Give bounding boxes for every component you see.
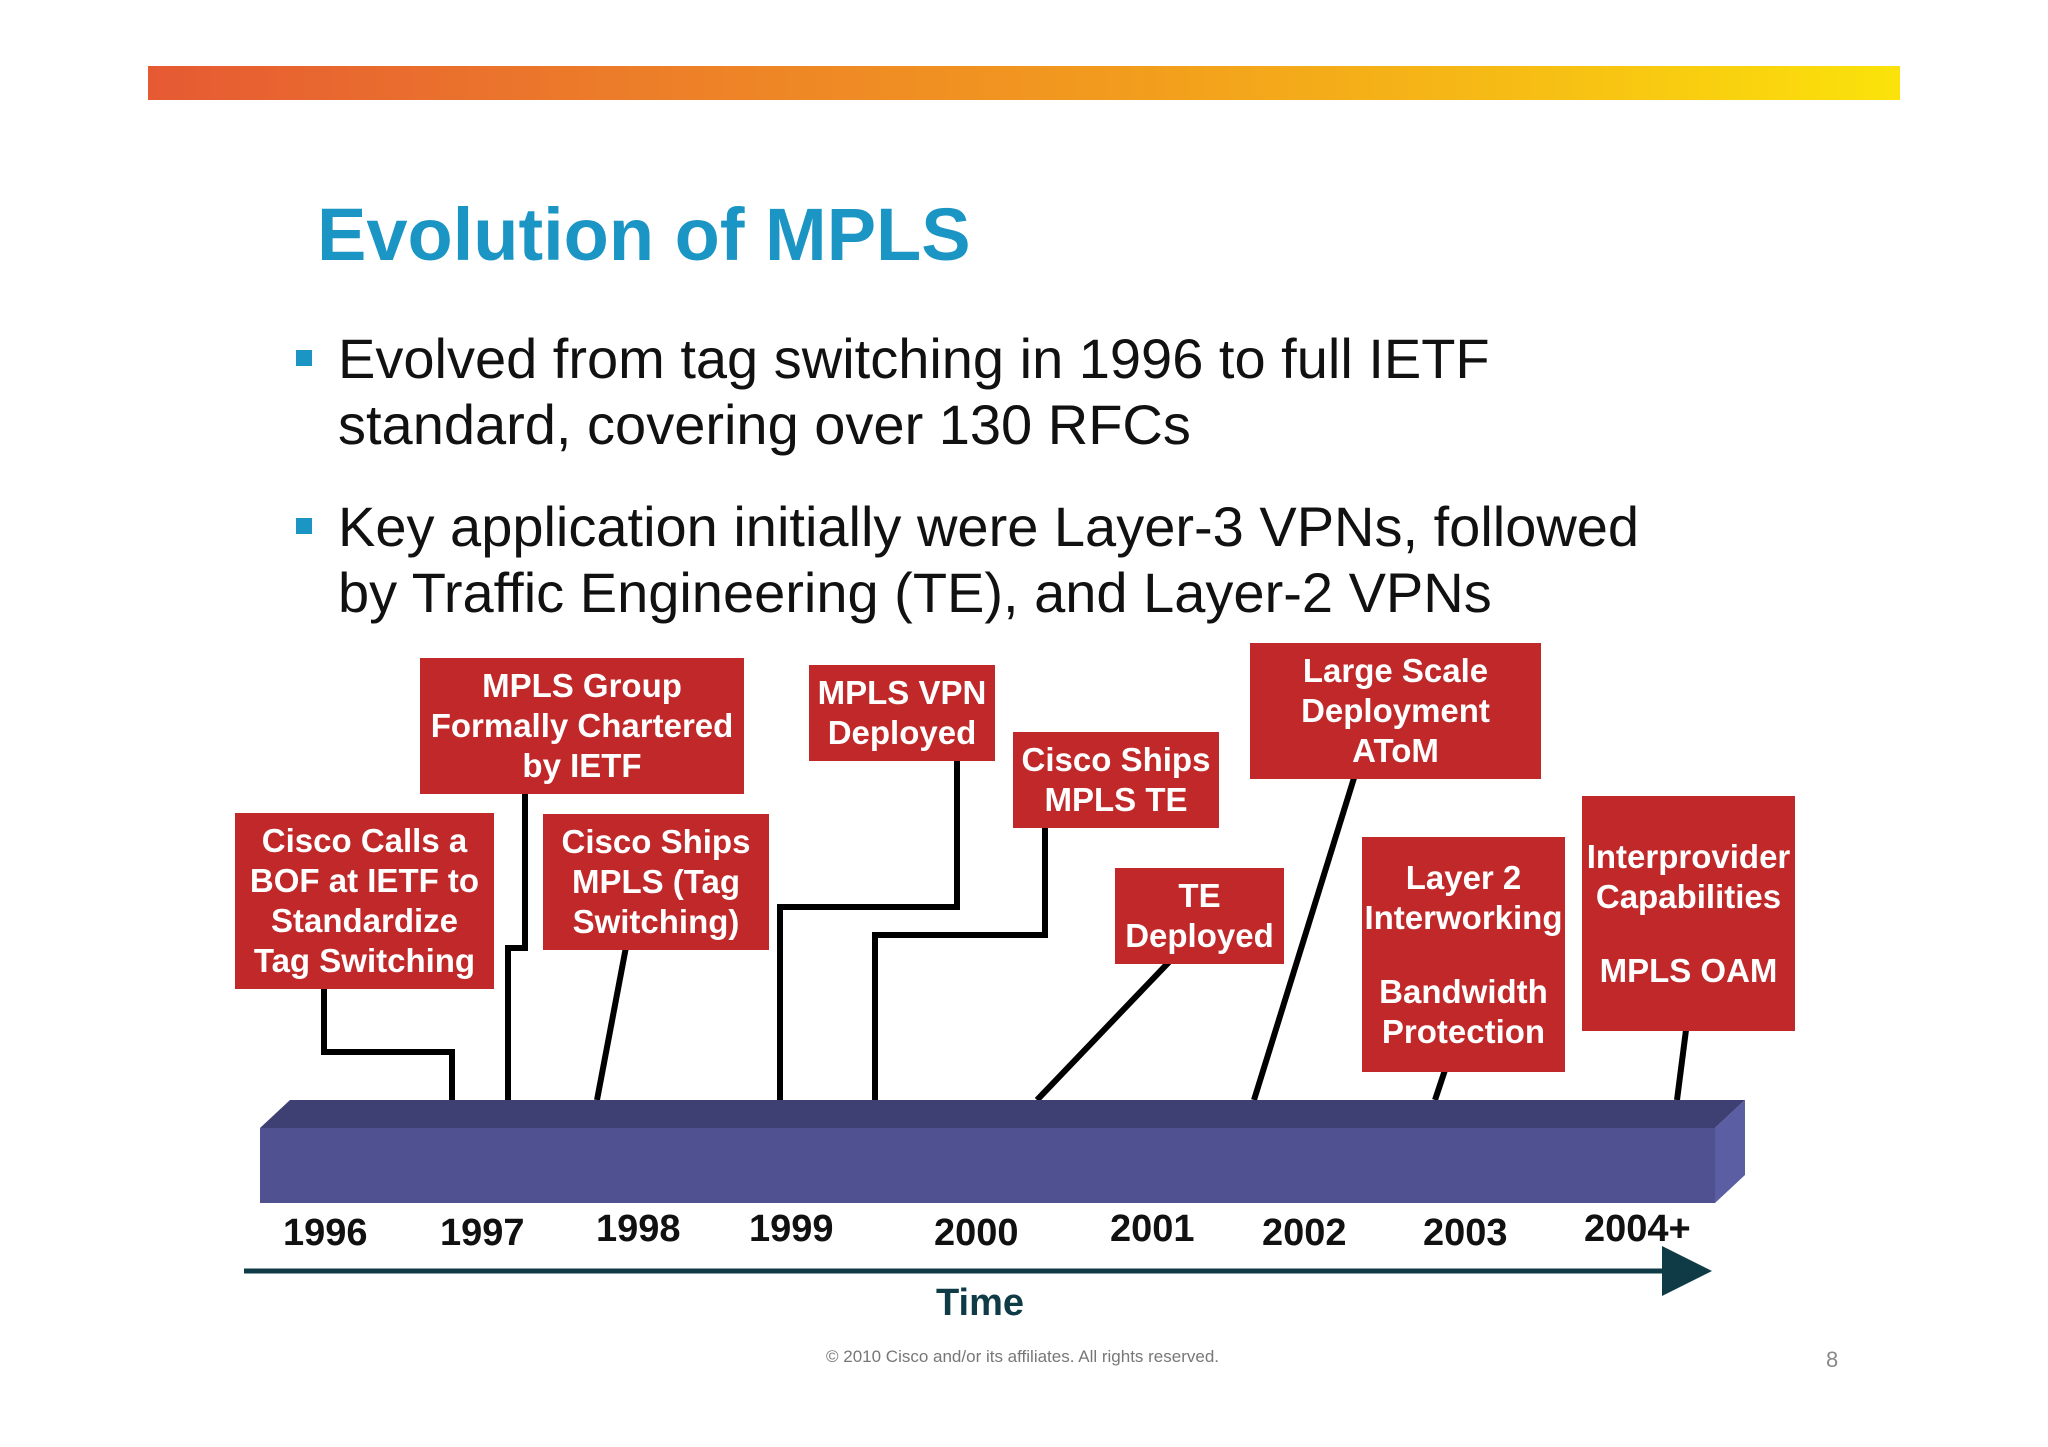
connector-line	[1251, 777, 1357, 1101]
slide-title: Evolution of MPLS	[317, 193, 971, 276]
event-line: Large Scale	[1302, 652, 1489, 689]
event-line: Formally Chartered	[430, 707, 734, 744]
timeline-bar-top	[260, 1100, 1745, 1128]
event-box: Interprovider Capabilities MPLS OAM	[1582, 796, 1795, 1031]
year-label: 2000	[934, 1212, 1019, 1254]
event-line: MPLS (Tag	[571, 863, 741, 900]
year-label: 1997	[440, 1212, 525, 1254]
event-line: Cisco Ships	[561, 823, 751, 860]
event-line: MPLS VPN	[817, 674, 987, 711]
event-line: Bandwidth	[1379, 972, 1548, 1010]
bullet-line: by Traffic Engineering (TE), and Layer-2…	[338, 561, 1492, 624]
event-box: MPLS VPN Deployed	[809, 665, 995, 761]
bullet-line: Evolved from tag switching in 1996 to fu…	[338, 327, 1490, 390]
event-line: MPLS OAM	[1599, 951, 1778, 989]
event-line: Switching)	[572, 903, 740, 940]
event-line: AToM	[1352, 732, 1439, 769]
bullet-square-icon	[296, 518, 312, 534]
event-line: Capabilities	[1595, 877, 1782, 915]
event-line: BOF at IETF to	[249, 862, 480, 899]
header-gradient-bar	[148, 66, 1900, 100]
event-line: Cisco Calls a	[261, 822, 468, 859]
connector-line	[594, 946, 629, 1101]
year-label: 1999	[749, 1208, 834, 1250]
event-box: Cisco Calls a BOF at IETF to Standardize Ta…	[235, 813, 494, 989]
year-label: 2003	[1423, 1212, 1508, 1254]
event-line: Interworking	[1364, 898, 1563, 936]
connector-line	[1432, 1069, 1448, 1101]
year-label: 2002	[1262, 1212, 1347, 1254]
event-line: Standardize	[270, 902, 459, 939]
event-line: MPLS TE	[1044, 781, 1188, 818]
year-label: 2001	[1110, 1208, 1195, 1250]
bullet-line: standard, covering over 130 RFCs	[338, 393, 1191, 456]
page-number: 8	[1826, 1347, 1839, 1372]
timeline-bar	[260, 1128, 1715, 1203]
event-line: TE	[1178, 877, 1221, 914]
event-line: by IETF	[522, 747, 642, 784]
bullet-line: Key application initially were Layer-3 V…	[338, 495, 1640, 558]
year-label: 2004+	[1584, 1208, 1691, 1250]
year-label: 1998	[596, 1208, 681, 1250]
event-line: Deployed	[1125, 917, 1274, 954]
connector-line	[872, 827, 1048, 1100]
event-line: Protection	[1381, 1012, 1546, 1050]
connector-line	[1034, 959, 1172, 1103]
event-box: Layer 2 Interworking Bandwidth Protection	[1362, 837, 1565, 1072]
event-line: Layer 2	[1405, 858, 1522, 896]
year-label: 1996	[283, 1212, 368, 1254]
copyright-footer: © 2010 Cisco and/or its affiliates. All …	[826, 1347, 1220, 1366]
timeline-bar-side	[1715, 1100, 1745, 1203]
event-line: Deployment	[1301, 692, 1490, 729]
event-box: Cisco Ships MPLS TE	[1013, 732, 1219, 828]
event-line: Cisco Ships	[1021, 741, 1211, 778]
connector-line	[321, 988, 455, 1100]
bullet-square-icon	[296, 350, 312, 366]
event-box: MPLS Group Formally Chartered by IETF	[420, 658, 744, 794]
event-box: Large Scale Deployment AToM	[1250, 643, 1541, 779]
event-line: Deployed	[827, 714, 977, 751]
connector-line	[505, 793, 528, 1100]
connector-line	[777, 761, 960, 1100]
event-line: MPLS Group	[482, 667, 682, 704]
event-box: Cisco Ships MPLS (Tag Switching)	[543, 814, 769, 950]
event-line: Tag Switching	[253, 942, 476, 979]
time-axis-label: Time	[936, 1282, 1025, 1324]
event-box: TE Deployed	[1115, 868, 1284, 964]
event-line: Interprovider	[1586, 837, 1791, 875]
connector-line	[1674, 1029, 1689, 1101]
